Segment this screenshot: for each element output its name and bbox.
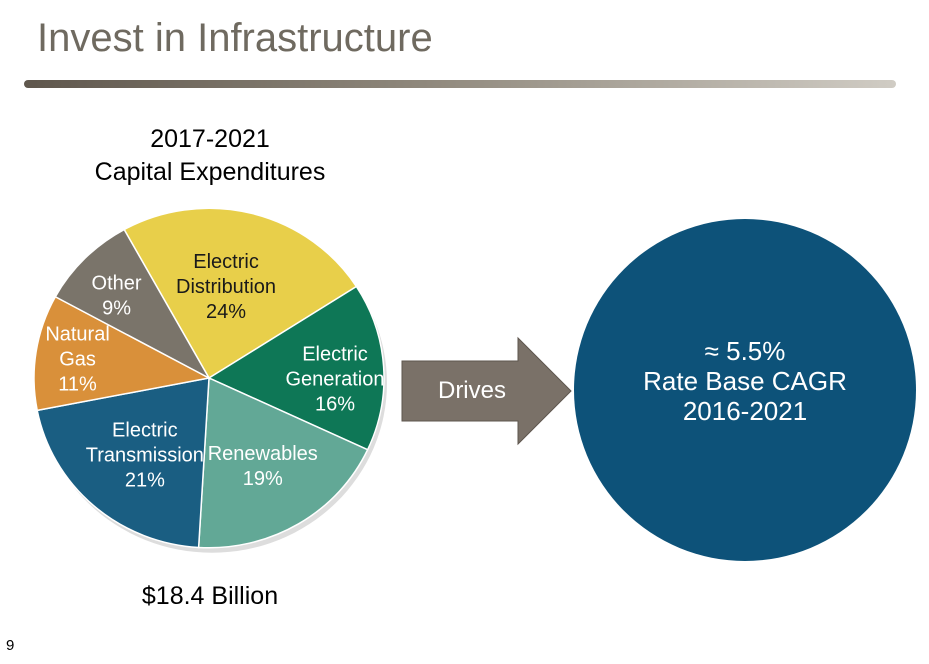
chart-title: 2017-2021 Capital Expenditures [60,123,360,189]
pie-slice [207,285,385,451]
page-number: 9 [6,637,15,654]
pie-slice-label: Distribution [176,276,276,298]
pie-slice-label: Generation [286,368,385,390]
pie-slice-label: Electric [302,343,368,365]
pie-slice-value-label: 9% [102,297,131,319]
pie-slice [123,207,358,380]
pie-slice-label: Transmission [86,444,204,466]
pie-slice-value-label: 11% [58,373,97,395]
pie-slice [197,376,369,549]
pie-slice-label: Electric [112,419,178,441]
pie-slice [33,295,212,412]
rate-base-label: Rate Base CAGR [643,366,847,396]
slide-title: Invest in Infrastructure [37,16,433,60]
chart-title-line-1: 2017-2021 [150,125,270,153]
rate-base-value: ≈ 5.5% [704,336,786,366]
rate-base-period: 2016-2021 [682,396,808,426]
rate-base-text: ≈ 5.5% Rate Base CAGR 2016-2021 [594,336,896,426]
pie-slice-value-label: 19% [243,468,283,490]
chart-total: $18.4 Billion [141,582,279,610]
pie-slice-label: Other [92,272,142,294]
pie-slice [36,377,210,549]
pie-slice-label: Gas [59,348,96,370]
pie-slice [54,228,211,380]
pie-slice-label: Electric [193,251,259,273]
pie-slice-value-label: 24% [206,301,246,323]
title-divider [24,80,896,88]
chart-title-line-2: Capital Expenditures [94,158,326,186]
pie-slice-value-label: 16% [315,393,355,415]
pie-slice-label: Renewables [208,443,318,465]
rate-base-circle [574,219,916,561]
drives-arrow-label: Drives [437,377,506,404]
pie-slice-label: Natural [45,323,109,345]
drives-arrow [401,336,572,446]
pie-slice-value-label: 21% [125,469,165,491]
